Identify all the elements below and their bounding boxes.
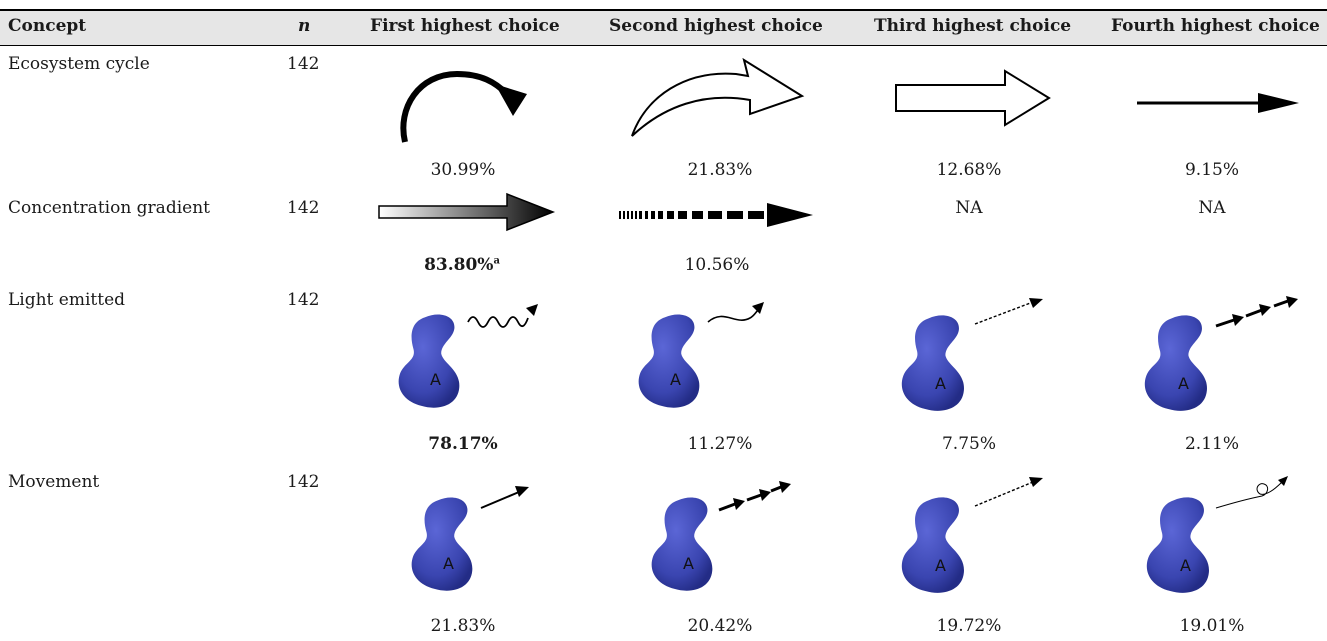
percentage-value: 10.56%: [684, 255, 750, 275]
na-value: NA: [955, 198, 983, 218]
percentage-value: 83.80%a: [424, 255, 500, 275]
molecule-dotted-arrow-icon: A: [895, 474, 1055, 614]
molecule-dotted-arrow-icon: A: [895, 296, 1055, 426]
curved-solid-arrow-icon: [400, 70, 527, 143]
molecule-wave-arrow-icon: A: [632, 300, 792, 420]
percentage-value: 11.27%: [687, 434, 753, 454]
concept-label: Movement: [8, 472, 100, 492]
header-rule: [0, 45, 1327, 46]
na-value: NA: [1198, 198, 1226, 218]
percentage-value: 7.75%: [941, 434, 996, 454]
n-value: 142: [287, 472, 320, 492]
concept-label: Ecosystem cycle: [8, 54, 150, 74]
concept-label: Concentration gradient: [8, 198, 210, 218]
curved-outline-arrow-icon: [631, 57, 805, 137]
percentage-value: 19.72%: [936, 616, 1002, 636]
percentage-value: 9.15%: [1184, 160, 1239, 180]
percentage-value: 19.01%: [1179, 616, 1245, 636]
header-n: n: [298, 16, 311, 36]
header-first-choice: First highest choice: [370, 16, 560, 36]
molecule-label: A: [935, 556, 946, 575]
percentage-value: 2.11%: [1184, 434, 1239, 454]
percentage-value: 20.42%: [687, 616, 753, 636]
block-outline-arrow-icon: [895, 69, 1051, 127]
molecule-loop-arrow-icon: A: [1140, 474, 1310, 614]
top-rule: [0, 9, 1327, 11]
n-value: 142: [287, 198, 320, 218]
molecule-label: A: [683, 554, 694, 573]
header-second-choice: Second highest choice: [609, 16, 823, 36]
molecule-label: A: [430, 370, 441, 389]
header-fourth-choice: Fourth highest choice: [1111, 16, 1320, 36]
molecule-label: A: [443, 554, 454, 573]
percentage-value: 78.17%: [428, 434, 498, 454]
percentage-value: 21.83%: [430, 616, 496, 636]
concept-label: Light emitted: [8, 290, 126, 310]
molecule-label: A: [1178, 374, 1189, 393]
molecule-wavy-arrow-icon: A: [392, 300, 552, 420]
molecule-straight-arrow-icon: A: [405, 478, 545, 608]
molecule-label: A: [670, 370, 681, 389]
dashed-arrow-icon: [619, 203, 813, 227]
molecule-label: A: [935, 374, 946, 393]
header-background: [0, 10, 1327, 46]
percentage-value: 30.99%: [430, 160, 496, 180]
header-third-choice: Third highest choice: [874, 16, 1072, 36]
molecule-multi-arrow-icon: A: [645, 478, 795, 608]
thin-line-arrow-icon: [1137, 93, 1299, 113]
n-value: 142: [287, 290, 320, 310]
n-value: 142: [287, 54, 320, 74]
molecule-multi-arrow-icon: A: [1138, 296, 1308, 426]
gradient-arrow-icon: [378, 192, 556, 232]
header-concept: Concept: [8, 16, 87, 36]
percentage-value: 12.68%: [936, 160, 1002, 180]
molecule-label: A: [1180, 556, 1191, 575]
percentage-value: 21.83%: [687, 160, 753, 180]
